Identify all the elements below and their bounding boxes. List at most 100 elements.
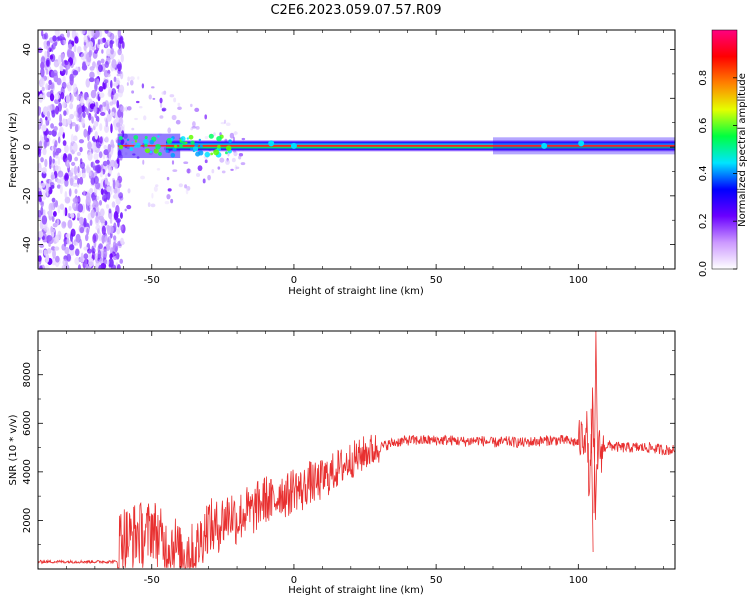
noise-speckle — [83, 190, 86, 196]
noise-speckle — [235, 166, 240, 170]
noise-speckle — [109, 159, 116, 168]
noise-speckle — [115, 179, 120, 188]
noise-speckle — [64, 144, 69, 154]
noise-speckle — [164, 201, 170, 205]
noise-speckle — [98, 151, 103, 159]
noise-speckle — [94, 30, 100, 38]
noise-speckle — [131, 90, 135, 94]
noise-speckle — [49, 181, 55, 188]
noise-speckle — [41, 92, 46, 100]
noise-speckle — [109, 217, 113, 224]
noise-speckle — [159, 97, 163, 104]
noise-speckle — [178, 183, 183, 188]
noise-speckle — [93, 106, 97, 114]
noise-speckle — [189, 170, 192, 173]
noise-speckle — [119, 225, 124, 231]
noise-speckle — [79, 238, 83, 249]
noise-speckle — [93, 176, 99, 185]
noise-speckle — [45, 68, 49, 75]
carrier-spot — [541, 142, 548, 149]
noise-speckle — [98, 243, 103, 250]
noise-speckle — [211, 169, 215, 174]
noise-speckle — [70, 50, 75, 59]
noise-speckle — [190, 127, 194, 131]
carrier-blob — [210, 152, 214, 156]
noise-speckle — [50, 70, 55, 78]
carrier-blob — [198, 150, 204, 156]
snr-y-label: SNR (10 * v/v) — [8, 414, 19, 485]
carrier-blob — [225, 145, 232, 151]
noise-speckle — [88, 41, 94, 49]
carrier-blob — [217, 144, 221, 149]
colorbar-tick-label: 0.8 — [698, 70, 709, 86]
noise-speckle — [59, 203, 65, 210]
noise-speckle — [78, 216, 84, 225]
noise-speckle — [126, 106, 132, 111]
noise-speckle — [67, 84, 72, 92]
noise-speckle — [38, 230, 44, 238]
noise-speckle — [51, 246, 56, 251]
noise-speckle — [98, 85, 104, 92]
carrier-blob — [134, 140, 138, 143]
noise-speckle — [100, 111, 106, 117]
noise-speckle — [54, 246, 60, 251]
x-tick-label: -50 — [144, 275, 160, 286]
noise-speckle — [161, 91, 166, 95]
noise-speckle — [45, 253, 50, 263]
noise-speckle — [75, 248, 80, 257]
noise-speckle — [51, 109, 56, 118]
noise-speckle — [51, 216, 55, 223]
noise-speckle — [79, 226, 85, 234]
noise-speckle — [53, 126, 58, 132]
noise-speckle — [110, 123, 113, 134]
noise-speckle — [97, 64, 103, 73]
noise-speckle — [62, 206, 66, 217]
noise-speckle — [91, 196, 98, 202]
noise-speckle — [104, 60, 109, 69]
carrier-blob — [170, 152, 176, 158]
noise-speckle — [111, 111, 115, 117]
noise-speckle — [173, 97, 177, 103]
noise-speckle — [110, 90, 114, 100]
colorbar-tick-label: 0.6 — [698, 118, 709, 134]
noise-speckle — [75, 233, 81, 244]
noise-speckle — [49, 103, 55, 111]
carrier-spot — [578, 140, 585, 147]
noise-speckle — [103, 248, 108, 258]
carrier-blob — [144, 135, 148, 140]
noise-speckle — [52, 222, 58, 228]
noise-speckle — [86, 248, 93, 254]
noise-speckle — [119, 37, 123, 45]
noise-speckle — [62, 101, 66, 109]
noise-speckle — [64, 191, 68, 199]
carrier-blob — [173, 144, 178, 149]
noise-speckle — [238, 155, 242, 160]
noise-speckle — [113, 222, 117, 233]
noise-speckle — [119, 258, 124, 264]
noise-speckle — [87, 141, 92, 150]
noise-speckle — [109, 39, 113, 49]
noise-speckle — [100, 218, 106, 224]
colorbar-tick-label: 0.2 — [698, 213, 709, 229]
noise-speckle — [41, 190, 47, 201]
noise-speckle — [80, 97, 84, 106]
noise-speckle — [38, 181, 43, 192]
noise-speckle — [137, 76, 140, 80]
carrier-blob — [149, 150, 153, 154]
carrier-blob — [144, 149, 148, 152]
noise-speckle — [59, 33, 65, 39]
x-tick-label: -50 — [144, 575, 160, 586]
noise-speckle — [81, 172, 86, 179]
noise-speckle — [93, 200, 97, 206]
snr-panel: -50 0 50 100 2000 4000 6000 8000 Height of str… — [8, 330, 676, 596]
noise-speckle — [50, 225, 53, 233]
noise-speckle — [81, 117, 85, 126]
carrier-blob — [172, 147, 177, 152]
noise-speckle — [68, 188, 72, 197]
noise-speckle — [81, 64, 88, 71]
noise-speckle — [89, 71, 95, 79]
noise-speckle — [71, 30, 77, 39]
noise-speckle — [195, 173, 201, 177]
noise-speckle — [56, 218, 60, 226]
